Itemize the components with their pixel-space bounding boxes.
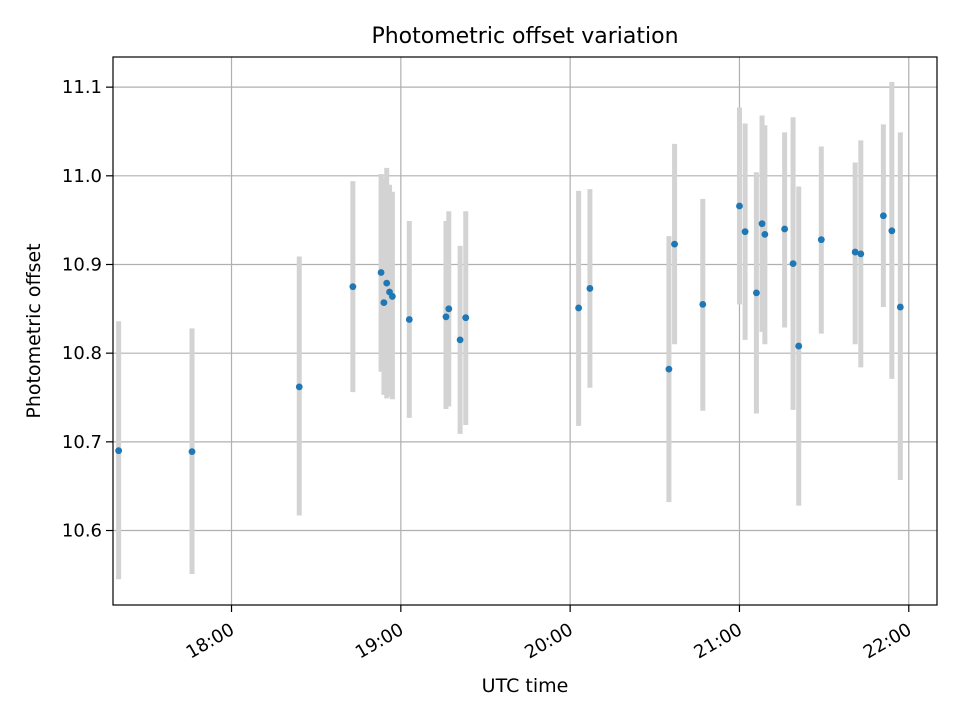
data-point bbox=[857, 250, 865, 258]
y-tick-label: 10.8 bbox=[62, 343, 102, 364]
x-tick-label: 22:00 bbox=[860, 619, 915, 663]
data-point bbox=[758, 220, 766, 228]
y-tick-label: 11.1 bbox=[62, 77, 102, 98]
data-point bbox=[575, 304, 583, 312]
data-point bbox=[188, 448, 196, 455]
y-tick-label: 10.9 bbox=[62, 254, 102, 275]
data-point bbox=[888, 227, 896, 235]
data-point bbox=[383, 279, 391, 287]
y-tick-label: 11.0 bbox=[62, 166, 102, 187]
x-tick-label: 19:00 bbox=[352, 619, 407, 663]
data-point bbox=[795, 342, 803, 350]
data-point bbox=[377, 269, 385, 276]
x-tick-label: 20:00 bbox=[521, 619, 576, 663]
data-point bbox=[817, 236, 825, 244]
y-axis-label: Photometric offset bbox=[23, 243, 45, 418]
data-point bbox=[295, 383, 303, 391]
data-point bbox=[462, 314, 470, 322]
data-point bbox=[851, 248, 859, 256]
data-point bbox=[789, 260, 797, 268]
data-point bbox=[781, 225, 789, 233]
data-point bbox=[896, 303, 904, 311]
x-tick-label: 18:00 bbox=[183, 619, 238, 663]
chart-title: Photometric offset variation bbox=[371, 24, 678, 49]
data-point bbox=[665, 365, 673, 373]
data-point bbox=[442, 313, 450, 321]
data-point bbox=[761, 230, 769, 238]
data-point bbox=[445, 305, 453, 313]
plot-frame bbox=[112, 56, 938, 606]
y-axis: 10.6 10.7 10.8 10.9 11.0 11.1 bbox=[62, 77, 113, 542]
data-point bbox=[380, 299, 388, 307]
data-point bbox=[349, 283, 357, 291]
data-point bbox=[405, 316, 413, 323]
x-axis-label: UTC time bbox=[482, 675, 569, 697]
data-point bbox=[699, 300, 707, 308]
data-point bbox=[115, 447, 123, 455]
data-point bbox=[671, 240, 678, 248]
data-point bbox=[388, 293, 396, 300]
data-point bbox=[741, 228, 749, 236]
data-points bbox=[115, 202, 904, 455]
data-point bbox=[879, 212, 887, 220]
grid-lines bbox=[113, 57, 937, 605]
error-bars bbox=[116, 81, 903, 580]
x-tick-label: 21:00 bbox=[691, 619, 746, 663]
y-tick-label: 10.7 bbox=[62, 432, 102, 453]
x-axis: 18:00 19:00 20:00 21:00 22:00 bbox=[183, 605, 915, 663]
data-point bbox=[456, 336, 464, 344]
y-tick-label: 10.6 bbox=[62, 521, 102, 542]
data-point bbox=[586, 285, 594, 292]
data-point bbox=[752, 289, 760, 297]
data-point bbox=[736, 202, 743, 210]
